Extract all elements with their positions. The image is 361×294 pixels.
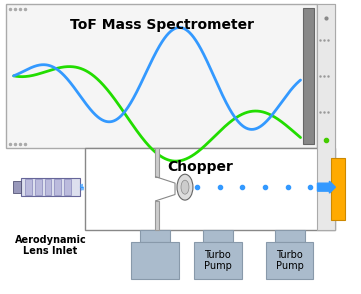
Text: Chopper: Chopper [168,160,233,174]
Bar [65,179,71,195]
Bar [275,230,305,242]
Bar [317,4,335,148]
Text: Turbo
Pump: Turbo Pump [204,250,232,271]
Bar [85,148,335,230]
Bar [44,179,52,195]
Bar [25,179,31,195]
Bar [6,4,317,148]
Bar [155,148,159,177]
FancyArrow shape [317,181,335,193]
Bar [317,4,335,230]
Bar [140,230,170,242]
Bar [35,179,42,195]
Bar [194,242,242,279]
Bar [21,178,81,196]
Ellipse shape [177,174,193,200]
Text: ToF Mass Spectrometer: ToF Mass Spectrometer [70,18,253,32]
Bar [331,158,345,220]
Bar [13,181,21,193]
Text: Turbo
Pump: Turbo Pump [276,250,304,271]
Bar [155,201,159,230]
Bar [303,8,314,144]
Bar [131,242,179,279]
Text: Aerodynamic
Lens Inlet: Aerodynamic Lens Inlet [15,235,86,256]
Bar [55,179,61,195]
Bar [203,230,233,242]
Bar [266,242,313,279]
Ellipse shape [181,180,189,194]
